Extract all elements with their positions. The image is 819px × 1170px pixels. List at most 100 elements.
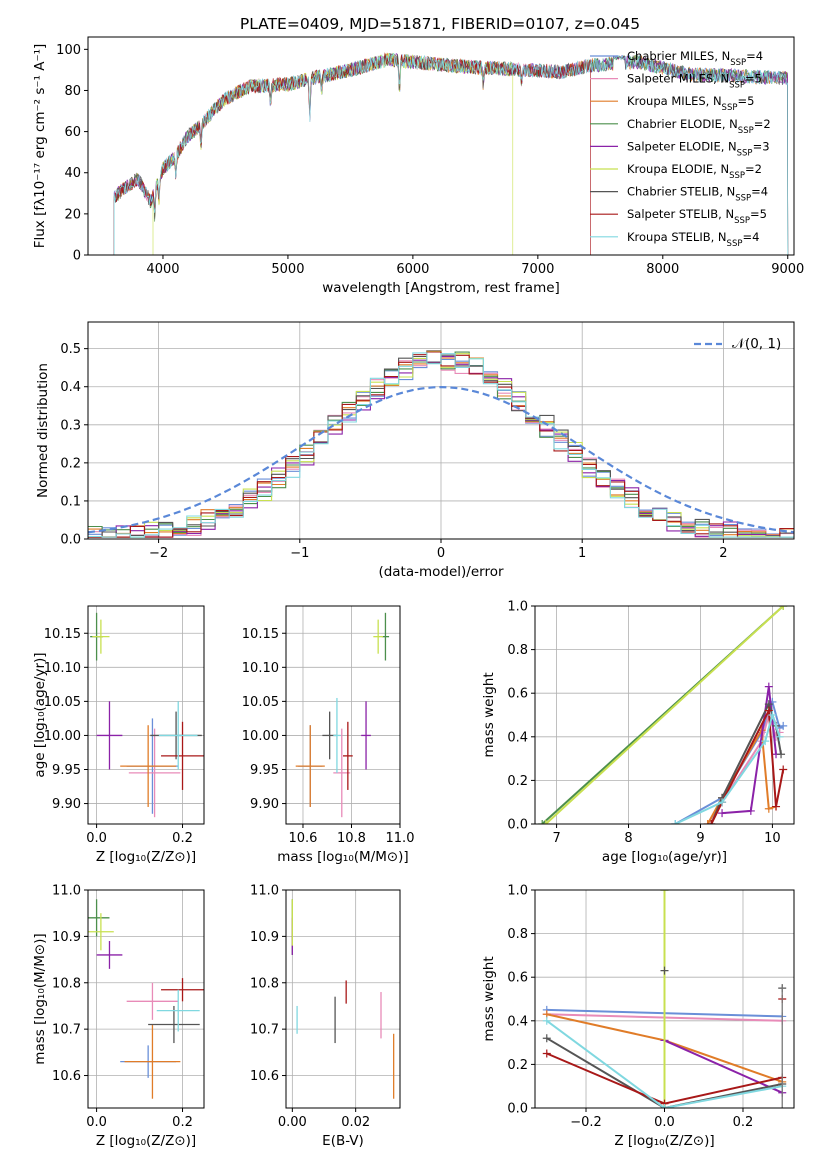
- xtick-label-0: 4000: [146, 262, 179, 277]
- xtick-label-3: 7000: [521, 262, 554, 277]
- hist-8: [88, 352, 794, 538]
- legend-label-1: Salpeter MILES, NSSP=5: [627, 72, 762, 91]
- plot-area-spectrum: [113, 52, 789, 255]
- ytick-label-5: 10.15: [242, 627, 279, 642]
- ytick-label-5: 0.5: [60, 342, 81, 357]
- ytick-label-3: 10.05: [44, 695, 81, 710]
- xtick-label-1: 5000: [271, 262, 304, 277]
- ytick-label-1: 10.7: [52, 1023, 81, 1038]
- weight-marker-8-0: [671, 820, 680, 824]
- xlabel-age-mass: mass [log₁₀(M/M⊙)]: [277, 849, 408, 865]
- panel-age-mass: 10.6 10.8 11.0 9.90 9.95 10.00 10.05 10.10 10.15…: [242, 605, 415, 865]
- ytick-label-4: 10.10: [242, 661, 279, 676]
- ytick-label-1: 10.7: [250, 1023, 279, 1038]
- xtick-label-2: 11.0: [386, 831, 415, 846]
- ytick-label-3: 0.6: [507, 687, 528, 702]
- ytick-label-0: 10.6: [52, 1069, 81, 1084]
- weight-line-6: [546, 1037, 783, 1108]
- extra-marker-0: [660, 966, 669, 975]
- xtick-label-3: 10: [764, 831, 781, 846]
- xtick-label-1: 10.8: [337, 831, 366, 846]
- spectrum-line-6: [113, 53, 789, 255]
- xtick-label-2: 6000: [396, 262, 429, 277]
- panel-weight-age: 7 8 9 10 0.0 0.2 0.4 0.6 0.8 1.0 age [log₁₀(age/yr…: [481, 600, 795, 865]
- ytick-label-2: 10.8: [250, 976, 279, 991]
- xtick-label-1: 0.2: [172, 1115, 193, 1130]
- weight-marker-7-0: [542, 1049, 551, 1058]
- spectrum-line-1: [113, 53, 591, 255]
- panel-spectrum: 4000 5000 6000 7000 8000 9000 0 20 40 60 80 100 wave…: [32, 36, 804, 296]
- xtick-label-2: 0: [437, 546, 445, 561]
- hist-0: [88, 358, 794, 538]
- weight-marker-0-5: [779, 721, 788, 730]
- ytick-label-3: 10.9: [52, 930, 81, 945]
- plot-area-age-z: [88, 606, 204, 824]
- ytick-label-4: 10.10: [44, 661, 81, 676]
- weight-marker-3-0: [538, 820, 547, 824]
- ylabel-weight-age: mass weight: [481, 672, 497, 757]
- weight-marker-4-1: [746, 806, 755, 815]
- xtick-label-3: 1: [578, 546, 586, 561]
- xtick-label-0: 0.0: [86, 831, 107, 846]
- ytick-label-4: 80: [64, 84, 81, 99]
- ytick-label-0: 9.90: [250, 797, 279, 812]
- ytick-label-0: 0: [73, 249, 81, 264]
- plot-area-weight-age: [535, 606, 794, 824]
- xtick-label-1: 0.2: [172, 831, 193, 846]
- xtick-label-0: −2: [149, 546, 168, 561]
- xtick-label-1: 0.02: [341, 1115, 370, 1130]
- spectrum-line-5: [152, 52, 514, 255]
- ytick-label-2: 10.00: [242, 729, 279, 744]
- plot-area-mass-ebv: [286, 890, 400, 1108]
- weight-line-8: [546, 1019, 783, 1108]
- legend-label-3: Chabrier ELODIE, NSSP=2: [627, 117, 771, 136]
- ytick-label-1: 20: [64, 207, 81, 222]
- xlabel-weight-z: Z [log₁₀(Z/Z⊙)]: [614, 1133, 714, 1149]
- legend-label-4: Salpeter ELODIE, NSSP=3: [627, 139, 770, 158]
- weight-marker-8-4: [775, 732, 784, 741]
- weight-marker-7-0: [707, 820, 716, 824]
- xlabel-mass-z: Z [log₁₀(Z/Z⊙)]: [96, 1133, 196, 1149]
- xtick-label-5: 9000: [771, 262, 804, 277]
- ytick-label-0: 10.6: [250, 1069, 279, 1084]
- ytick-label-2: 0.4: [507, 730, 528, 745]
- plot-area-age-mass: [286, 606, 400, 824]
- panel-weight-z: −0.2 0.0 0.2 0.0 0.2 0.4 0.6 0.8 1.0 Z [log₁₀(Z/Z…: [481, 884, 795, 1149]
- plot-area-residuals: [88, 322, 794, 539]
- ytick-label-5: 10.15: [44, 627, 81, 642]
- weight-marker-8-0: [542, 1016, 551, 1025]
- xtick-label-0: 10.6: [289, 831, 318, 846]
- xtick-label-0: 0.00: [278, 1115, 307, 1130]
- hist-5: [88, 350, 794, 538]
- panel-mass-ebv: 0.00 0.02 10.6 10.7 10.8 10.9 11.0 E(B-V): [250, 884, 401, 1149]
- legend-label-2: Kroupa MILES, NSSP=5: [627, 94, 754, 113]
- xtick-label-4: 2: [719, 546, 727, 561]
- figure-title: PLATE=0409, MJD=51871, FIBERID=0107, z=0…: [240, 15, 640, 33]
- xtick-label-4: 8000: [646, 262, 679, 277]
- ytick-label-3: 10.05: [242, 695, 279, 710]
- ytick-label-4: 0.4: [60, 380, 81, 395]
- legend-label-6: Chabrier STELIB, NSSP=4: [627, 185, 768, 204]
- ytick-label-2: 40: [64, 166, 81, 181]
- ytick-label-1: 9.95: [250, 763, 279, 778]
- ytick-label-4: 0.8: [507, 927, 528, 942]
- normal-curve: [88, 385, 794, 534]
- ytick-label-4: 11.0: [52, 884, 81, 899]
- ytick-label-0: 0.0: [507, 1102, 528, 1117]
- ytick-label-1: 0.2: [507, 774, 528, 789]
- xtick-label-2: 9: [696, 831, 704, 846]
- legend-label-7: Salpeter STELIB, NSSP=5: [627, 207, 767, 226]
- frame-spectrum: [87, 36, 795, 256]
- ytick-label-5: 1.0: [507, 884, 528, 899]
- spectrum-legend: Chabrier MILES, NSSP=4 Salpeter MILES, NS…: [590, 49, 771, 249]
- ytick-label-5: 100: [56, 43, 81, 58]
- weight-marker-6-4: [777, 750, 786, 759]
- spectrum-line-7: [113, 52, 591, 255]
- xlabel-mass-ebv: E(B-V): [322, 1133, 364, 1149]
- plot-area-weight-z: [535, 890, 794, 1108]
- weight-marker-8-2: [761, 737, 770, 746]
- ytick-label-4: 11.0: [250, 884, 279, 899]
- weight-line-4: [664, 1039, 783, 1094]
- ytick-label-3: 0.6: [507, 971, 528, 986]
- legend-label-5: Kroupa ELODIE, NSSP=2: [627, 162, 762, 181]
